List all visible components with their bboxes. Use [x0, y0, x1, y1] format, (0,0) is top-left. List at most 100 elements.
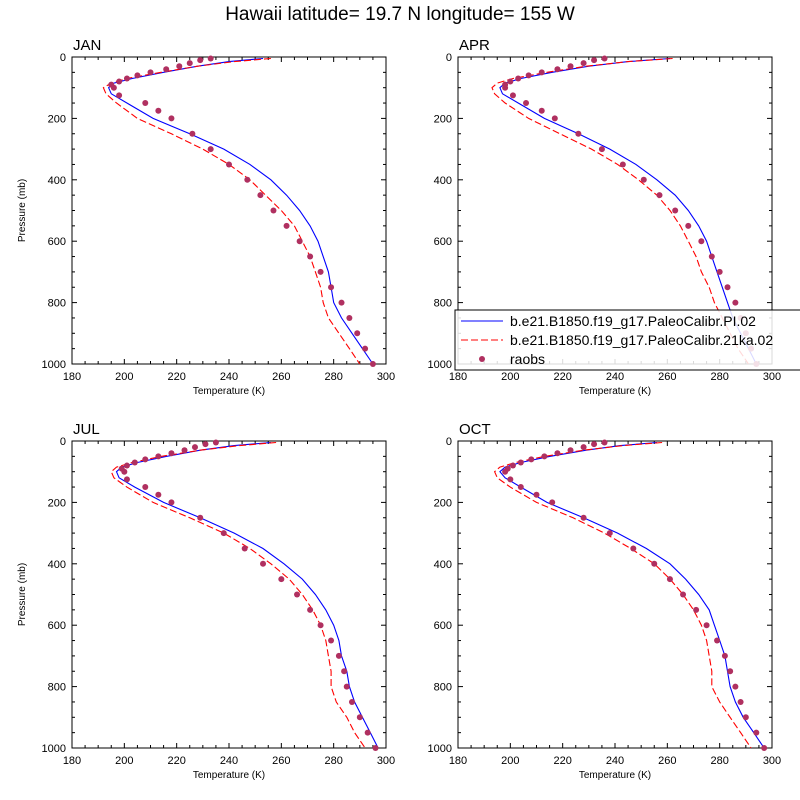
raobs-point	[338, 299, 345, 306]
raobs-point	[296, 238, 303, 245]
x-tick-label: 260	[272, 755, 290, 767]
raobs-point	[356, 714, 363, 721]
y-tick-label: 1000	[428, 359, 452, 371]
y-tick-label: 400	[434, 175, 452, 187]
raobs-point	[502, 84, 509, 91]
y-tick-label: 0	[60, 52, 66, 64]
raobs-point	[294, 591, 301, 598]
raobs-point	[134, 72, 141, 79]
raobs-point	[317, 268, 324, 275]
raobs-point	[362, 345, 369, 352]
panel-jul: 180 200 220 240 260 280 300 0 200 400 600 800 1000 Te…	[17, 421, 395, 781]
raobs-point	[142, 100, 149, 107]
x-tick-label: 180	[449, 755, 467, 767]
raobs-point	[212, 439, 219, 446]
raobs-point	[591, 441, 598, 448]
legend-label: b.e21.B1850.f19_g17.PaleoCalibr.PI.02	[510, 313, 756, 329]
raobs-point	[507, 78, 514, 85]
y-tick-label: 600	[48, 620, 66, 632]
raobs-point	[515, 75, 522, 82]
raobs-point	[606, 530, 613, 537]
raobs-point	[341, 668, 348, 675]
raobs-point	[116, 92, 123, 99]
raobs-point	[346, 314, 353, 321]
series-line-pi	[499, 441, 765, 749]
raobs-point	[168, 115, 175, 122]
x-tick-label: 200	[501, 371, 519, 383]
raobs-point	[698, 238, 705, 245]
x-tick-label: 200	[115, 371, 133, 383]
raobs-point	[538, 107, 545, 114]
raobs-point	[202, 441, 209, 448]
raobs-point	[525, 72, 532, 79]
x-axis-label: Temperature (K)	[579, 386, 651, 397]
raobs-point	[619, 161, 626, 168]
raobs-point	[131, 459, 138, 466]
raobs-point	[724, 284, 731, 291]
raobs-point	[567, 63, 574, 70]
plot-frame	[71, 56, 387, 365]
x-tick-label: 220	[167, 371, 185, 383]
raobs-point	[168, 499, 175, 506]
raobs-point	[147, 69, 154, 76]
raobs-point	[176, 63, 183, 70]
raobs-point	[142, 484, 149, 491]
raobs-point	[640, 176, 647, 183]
raobs-point	[666, 576, 673, 583]
series-line-21ka	[110, 441, 366, 749]
raobs-point	[207, 146, 214, 153]
raobs-point	[283, 222, 290, 229]
x-tick-label: 240	[220, 371, 238, 383]
x-tick-label: 200	[501, 755, 519, 767]
raobs-point	[507, 476, 514, 483]
legend-label: b.e21.B1850.f19_g17.PaleoCalibr.21ka.02	[510, 332, 773, 348]
raobs-point	[656, 192, 663, 199]
x-tick-label: 300	[377, 371, 395, 383]
raobs-point	[226, 161, 232, 168]
plot-frame	[457, 440, 773, 749]
raobs-point	[517, 484, 524, 491]
raobs-point	[123, 462, 130, 469]
raobs-point	[727, 668, 734, 675]
x-tick-label: 260	[658, 371, 676, 383]
raobs-point	[509, 92, 516, 99]
raobs-point	[307, 253, 314, 260]
raobs-point	[651, 560, 658, 567]
y-tick-label: 600	[434, 236, 452, 248]
plot-frame	[71, 440, 387, 749]
x-tick-label: 240	[606, 371, 624, 383]
x-tick-label: 240	[606, 755, 624, 767]
y-tick-label: 800	[48, 682, 66, 694]
x-tick-label: 280	[710, 371, 728, 383]
raobs-point	[364, 729, 371, 736]
raobs-point	[155, 491, 162, 498]
raobs-point	[601, 439, 608, 446]
raobs-point	[123, 75, 130, 82]
raobs-point	[116, 78, 123, 85]
x-tick-label: 280	[710, 755, 728, 767]
raobs-point	[567, 447, 574, 454]
x-tick-label: 180	[449, 371, 467, 383]
raobs-point	[630, 545, 637, 552]
raobs-point	[348, 698, 355, 705]
y-tick-label: 0	[60, 436, 66, 448]
raobs-point	[354, 330, 361, 337]
legend-box	[454, 309, 800, 371]
x-tick-label: 280	[324, 755, 342, 767]
raobs-point	[307, 606, 314, 613]
figure-title: Hawaii latitude= 19.7 N longitude= 155 W	[225, 4, 575, 25]
raobs-point	[716, 268, 723, 275]
raobs-point	[244, 176, 251, 183]
y-tick-label: 1000	[42, 743, 66, 755]
raobs-point	[220, 530, 227, 537]
raobs-point	[163, 66, 170, 73]
raobs-point	[328, 637, 335, 644]
y-tick-label: 200	[434, 113, 452, 125]
x-tick-label: 300	[763, 371, 781, 383]
panel-oct: 180 200 220 240 260 280 300 0 200 400 600 800 1000 Te…	[428, 421, 782, 781]
raobs-point	[110, 84, 117, 91]
series-line-pi	[115, 441, 379, 749]
y-axis-label: Pressure (mb)	[17, 179, 28, 242]
y-tick-label: 600	[48, 236, 66, 248]
raobs-point	[257, 192, 264, 199]
